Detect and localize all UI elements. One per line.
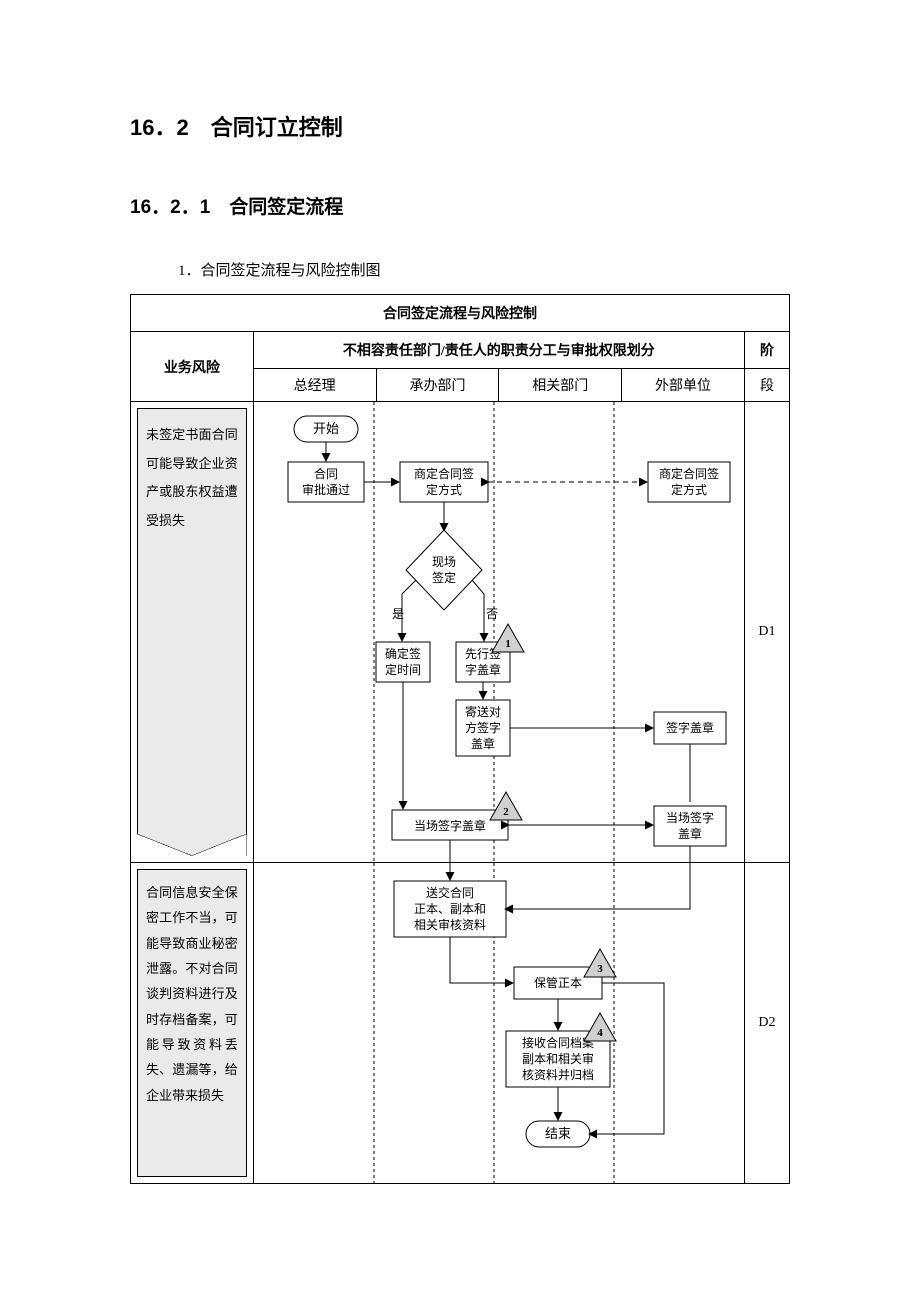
table-title: 合同签定流程与风险控制 — [131, 295, 790, 332]
svg-text:签定: 签定 — [432, 570, 456, 585]
stage-header-top: 阶 — [744, 332, 789, 369]
lane-label-2: 承办部门 — [376, 369, 499, 402]
svg-text:副本和相关审: 副本和相关审 — [522, 1051, 594, 1066]
svg-text:是: 是 — [392, 607, 404, 621]
lane-label-4: 外部单位 — [622, 369, 745, 402]
svg-text:盖章: 盖章 — [678, 826, 702, 841]
svg-text:签字盖章: 签字盖章 — [666, 720, 714, 735]
flowchart-d1: 开始 合同 审批通过 商定合同签 定方式 — [254, 402, 734, 862]
stage-d2: D2 — [744, 863, 789, 1184]
risk-text-d2: 合同信息安全保密工作不当，可能导致商业秘密泄露。不对合同谈判资料进行及时存档备案… — [137, 869, 247, 1177]
svg-text:3: 3 — [597, 963, 603, 975]
svg-text:接收合同档案: 接收合同档案 — [522, 1035, 594, 1050]
svg-text:商定合同签: 商定合同签 — [659, 466, 719, 481]
svg-text:盖章: 盖章 — [471, 736, 495, 751]
svg-text:定方式: 定方式 — [426, 482, 462, 497]
figure-caption: 1．合同签定流程与风险控制图 — [178, 259, 790, 280]
lane-label-1: 总经理 — [253, 369, 376, 402]
svg-text:定时间: 定时间 — [385, 662, 421, 677]
svg-text:方签字: 方签字 — [465, 720, 501, 735]
stage-d1: D1 — [744, 402, 789, 863]
svg-text:合同: 合同 — [314, 466, 338, 481]
svg-text:寄送对: 寄送对 — [465, 704, 501, 719]
stage-header-bottom: 段 — [744, 369, 789, 402]
lanes-header: 不相容责任部门/责任人的职责分工与审批权限划分 — [253, 332, 744, 369]
risk-text-d1: 未签定书面合同可能导致企业资产或股东权益遭受损失 — [137, 408, 247, 856]
svg-text:否: 否 — [486, 607, 498, 621]
svg-text:结束: 结束 — [545, 1126, 571, 1141]
svg-text:送交合同: 送交合同 — [426, 885, 474, 900]
svg-text:保管正本: 保管正本 — [534, 975, 582, 990]
svg-text:字盖章: 字盖章 — [465, 662, 501, 677]
svg-text:确定签: 确定签 — [385, 646, 421, 661]
svg-text:核资料并归档: 核资料并归档 — [522, 1068, 594, 1082]
heading-1: 16．2 合同订立控制 — [130, 110, 790, 142]
lane-label-3: 相关部门 — [499, 369, 622, 402]
svg-text:当场签字: 当场签字 — [666, 810, 714, 825]
svg-text:2: 2 — [503, 806, 509, 818]
svg-text:审批通过: 审批通过 — [302, 482, 350, 497]
svg-text:相关审核资料: 相关审核资料 — [414, 917, 486, 932]
svg-text:开始: 开始 — [313, 421, 339, 436]
svg-text:4: 4 — [597, 1027, 603, 1039]
svg-text:正本、副本和: 正本、副本和 — [414, 902, 486, 916]
svg-text:现场: 现场 — [432, 555, 456, 569]
svg-text:1: 1 — [505, 638, 511, 650]
svg-text:定方式: 定方式 — [671, 482, 707, 497]
heading-2: 16．2．1 合同签定流程 — [130, 192, 790, 219]
flowchart-d2: 送交合同 正本、副本和 相关审核资料 保管正本 3 — [254, 863, 734, 1183]
flow-table: 合同签定流程与风险控制 业务风险 不相容责任部门/责任人的职责分工与审批权限划分… — [130, 294, 790, 1184]
risk-header: 业务风险 — [131, 332, 254, 402]
svg-text:商定合同签: 商定合同签 — [414, 466, 474, 481]
svg-text:当场签字盖章: 当场签字盖章 — [414, 818, 486, 833]
